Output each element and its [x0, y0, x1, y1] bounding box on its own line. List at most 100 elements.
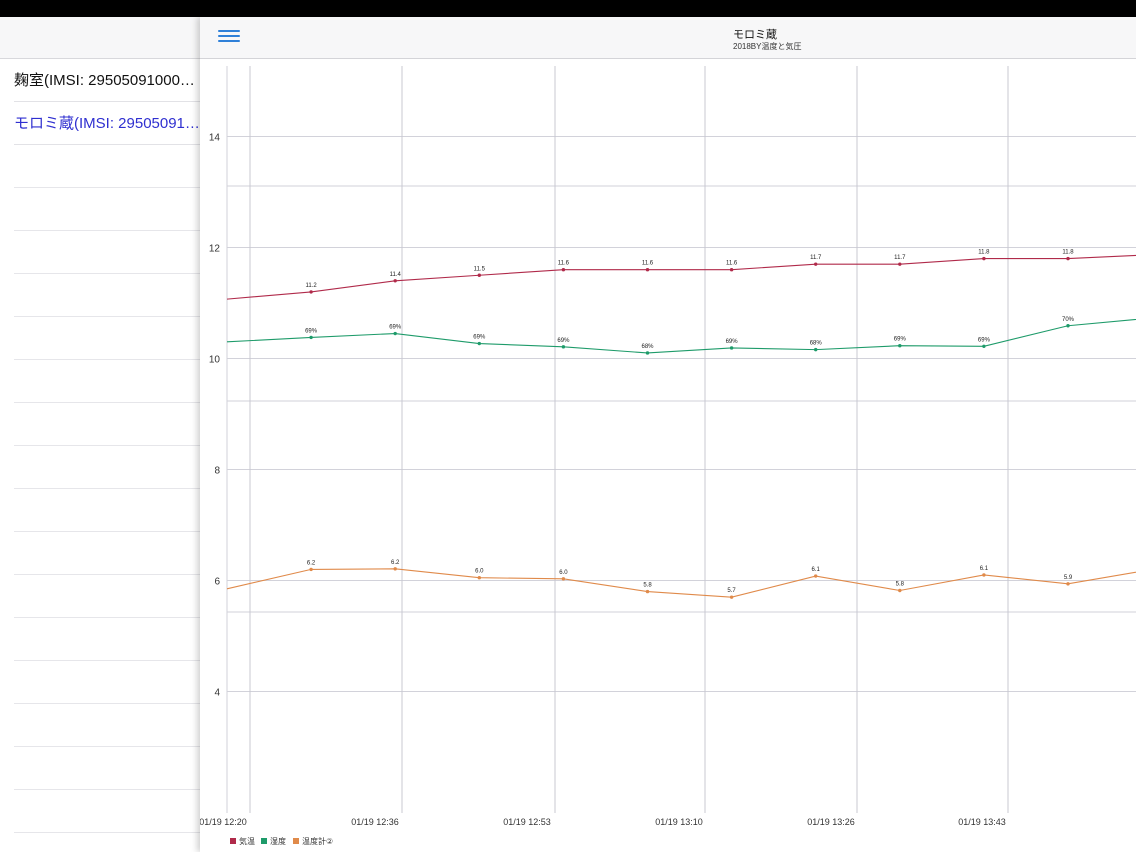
data-label: 69%: [894, 337, 907, 343]
data-label: 5.8: [643, 583, 652, 589]
legend-label: 気温: [239, 836, 255, 846]
data-point: [309, 335, 313, 340]
data-point: [477, 576, 481, 580]
data-point: [309, 567, 313, 572]
list-item: [0, 403, 200, 446]
data-label: 5.9: [1064, 575, 1073, 581]
data-point: [561, 345, 566, 349]
data-point: [898, 262, 902, 266]
legend-swatch: [230, 838, 236, 844]
data-point: [814, 574, 818, 578]
data-point: [982, 344, 986, 348]
data-point: [393, 331, 397, 336]
data-point: [477, 341, 481, 346]
sidebar-item-moromi-storehouse[interactable]: モロミ蔵(IMSI: 29505091…: [0, 102, 200, 145]
data-point: [309, 290, 313, 294]
data-label: 6.1: [980, 566, 989, 572]
data-label: 6.0: [475, 569, 484, 575]
hamburger-menu-icon[interactable]: [218, 27, 240, 47]
y-tick-label: 8: [214, 466, 220, 477]
data-point: [898, 344, 902, 348]
y-tick-label: 10: [209, 355, 221, 366]
device-list: 麹室(IMSI: 29505091000… モロミ蔵(IMSI: 2950509…: [0, 59, 200, 833]
x-tick-label: 01/19 12:53: [503, 817, 551, 827]
data-label: 11.4: [390, 272, 402, 278]
legend-swatch: [261, 838, 267, 844]
data-label: 69%: [473, 335, 486, 341]
data-point: [1066, 256, 1070, 261]
data-point: [982, 256, 986, 261]
data-point: [729, 268, 734, 272]
data-label: 68%: [810, 341, 823, 347]
y-tick-label: 12: [209, 244, 221, 255]
data-label: 5.7: [727, 588, 736, 594]
data-label: 69%: [726, 339, 739, 345]
list-item: [0, 704, 200, 747]
data-label: 69%: [389, 325, 402, 331]
list-item: [0, 790, 200, 833]
data-label: 5.8: [896, 581, 905, 587]
list-item: [0, 274, 200, 317]
data-point: [393, 567, 397, 571]
data-point: [645, 589, 650, 594]
data-label: 11.7: [810, 255, 822, 261]
series-line-1: [226, 318, 1136, 354]
x-tick-label: 01/19 13:43: [958, 817, 1006, 827]
data-label: 69%: [978, 337, 991, 343]
data-label: 70%: [1062, 317, 1075, 323]
list-item: [0, 446, 200, 489]
data-point: [814, 262, 818, 266]
data-label: 11.8: [978, 250, 990, 256]
legend-swatch: [293, 838, 299, 844]
data-label: 11.2: [305, 283, 317, 289]
x-tick-label: 01/19 12:20: [200, 817, 247, 827]
data-label: 6.0: [559, 570, 568, 576]
data-point: [729, 346, 734, 350]
status-bar: [0, 0, 1136, 17]
data-label: 6.2: [307, 560, 316, 566]
data-point: [477, 273, 481, 277]
sidebar-item-koji-room[interactable]: 麹室(IMSI: 29505091000…: [0, 59, 200, 102]
x-tick-label: 01/19 13:10: [655, 817, 703, 827]
data-point: [645, 351, 650, 355]
y-tick-label: 4: [214, 688, 220, 699]
list-item: [0, 618, 200, 661]
data-point: [814, 347, 818, 352]
data-label: 11.6: [726, 261, 738, 267]
navigation-bar: モロミ蔵 2018BY温度と気圧: [200, 17, 1136, 59]
data-point: [729, 595, 734, 599]
data-label: 69%: [557, 338, 570, 344]
list-item: [0, 188, 200, 231]
data-point: [645, 268, 650, 272]
data-label: 11.6: [642, 261, 654, 267]
legend-label: 湿度: [270, 836, 286, 846]
sidebar-header: [0, 17, 200, 59]
y-tick-label: 14: [209, 133, 221, 144]
x-tick-label: 01/19 13:26: [807, 817, 855, 827]
list-item: [0, 575, 200, 618]
list-item: [0, 231, 200, 274]
data-point: [1066, 582, 1070, 586]
data-point: [393, 279, 397, 283]
data-point: [561, 577, 566, 581]
page-title: モロミ蔵: [733, 29, 777, 41]
data-label: 11.8: [1062, 250, 1074, 256]
data-label: 11.6: [558, 261, 570, 267]
list-item: [0, 489, 200, 532]
data-label: 11.7: [894, 255, 906, 261]
data-label: 11.5: [474, 266, 486, 272]
y-tick-label: 6: [214, 577, 220, 588]
list-item: [0, 661, 200, 704]
data-label: 6.1: [812, 567, 821, 573]
data-point: [898, 588, 902, 593]
list-item: [0, 532, 200, 575]
series-line-2: [226, 568, 1136, 598]
data-label: 69%: [305, 328, 318, 334]
legend-label: 温度計②: [302, 836, 333, 846]
list-item: [0, 747, 200, 790]
sidebar: 麹室(IMSI: 29505091000… モロミ蔵(IMSI: 2950509…: [0, 17, 200, 852]
data-point: [561, 268, 566, 272]
data-point: [1066, 324, 1070, 328]
list-item: [0, 317, 200, 360]
